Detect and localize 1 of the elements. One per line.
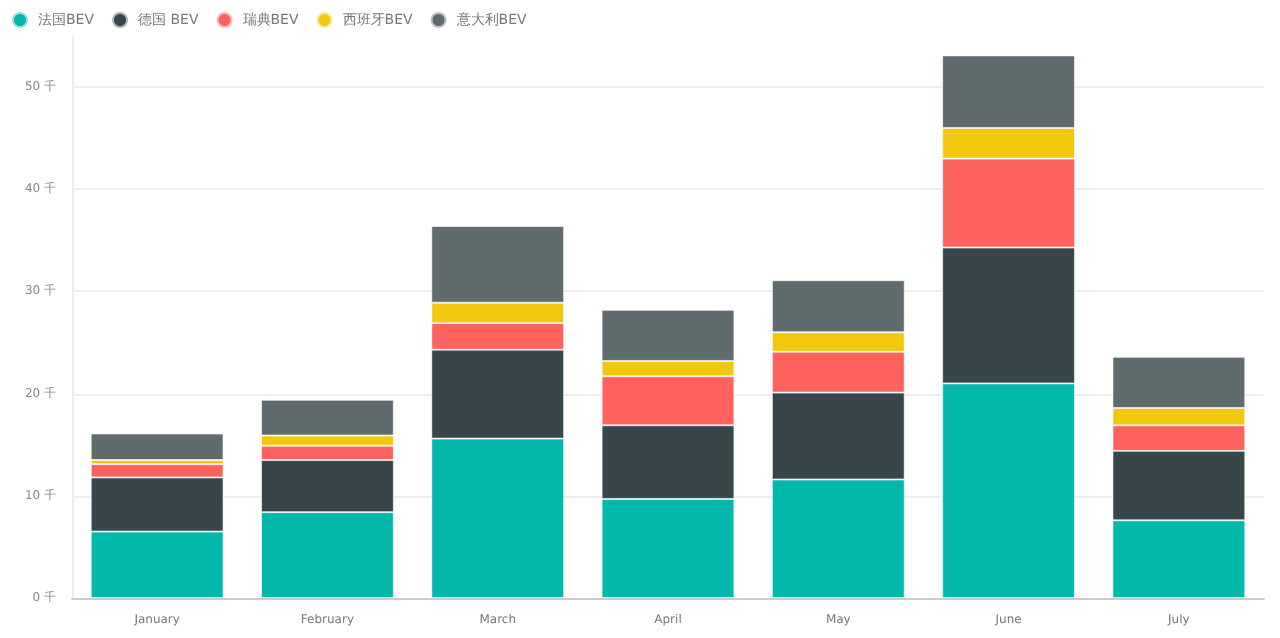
bar	[90, 433, 224, 461]
